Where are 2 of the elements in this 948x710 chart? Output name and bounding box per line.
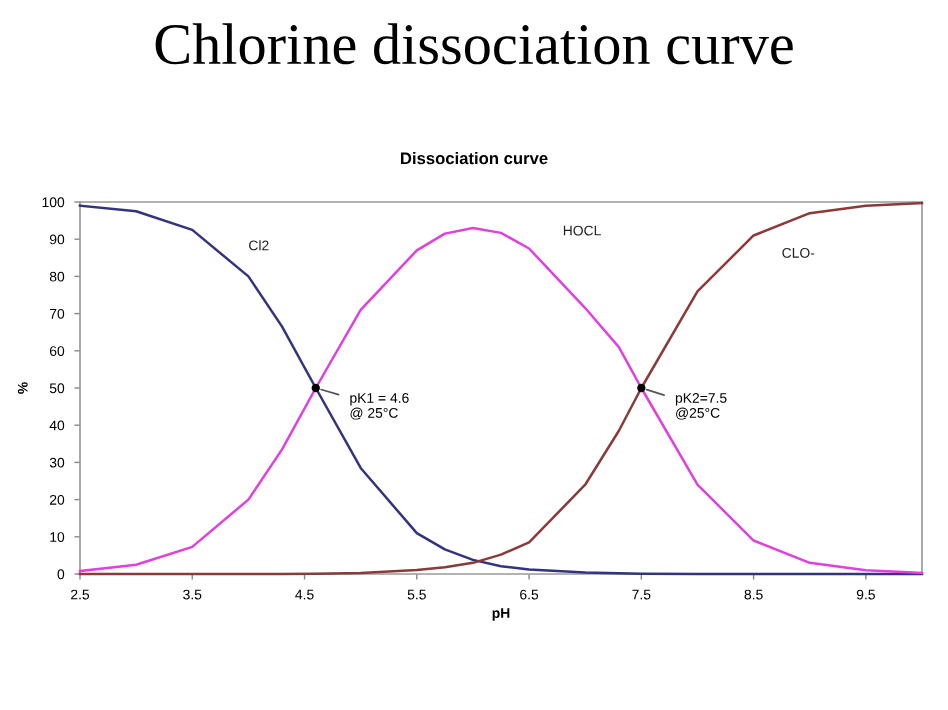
chart-subtitle: Dissociation curve <box>401 151 548 165</box>
chart-title: Chlorine dissociation curve <box>155 23 793 65</box>
